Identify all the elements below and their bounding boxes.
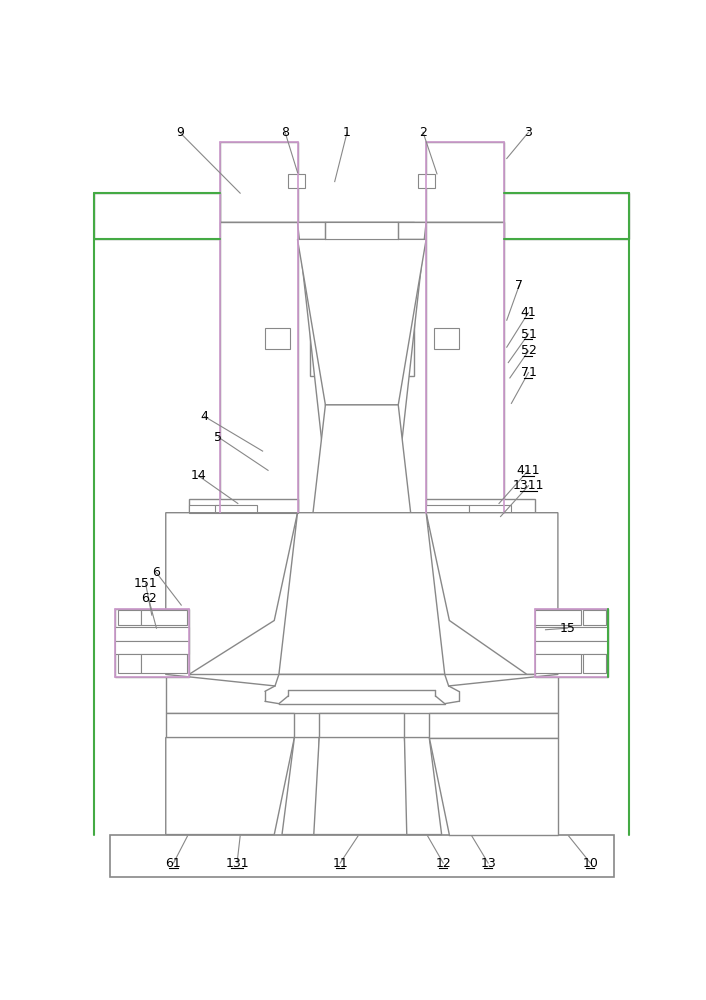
Polygon shape [297, 239, 426, 405]
Text: 4: 4 [201, 410, 208, 423]
Text: 3: 3 [525, 126, 532, 139]
Text: 9: 9 [176, 126, 184, 139]
Bar [534, 609, 609, 677]
Text: 15: 15 [559, 622, 575, 635]
Bar [534, 610, 581, 625]
Polygon shape [279, 513, 445, 674]
Bar [220, 222, 297, 515]
Polygon shape [405, 738, 442, 835]
Bar [534, 627, 609, 641]
Bar [189, 499, 297, 526]
Text: 131: 131 [225, 857, 249, 870]
Polygon shape [313, 738, 410, 835]
Text: 10: 10 [582, 857, 599, 870]
Bar [215, 505, 257, 520]
Bar [265, 328, 289, 349]
Polygon shape [166, 513, 297, 674]
Text: 151: 151 [133, 577, 157, 590]
Text: 13: 13 [480, 857, 496, 870]
Text: 8: 8 [281, 126, 289, 139]
Bar [310, 222, 414, 376]
Text: 5: 5 [215, 431, 222, 444]
Bar [110, 835, 614, 877]
Text: 6: 6 [152, 566, 160, 579]
Bar [319, 713, 405, 738]
Bar [189, 505, 232, 520]
Bar [118, 610, 141, 625]
Bar [582, 610, 606, 625]
Bar [419, 174, 436, 188]
Polygon shape [313, 405, 411, 513]
Text: 11: 11 [333, 857, 348, 870]
Polygon shape [297, 222, 426, 474]
Bar [429, 713, 558, 738]
Bar [220, 142, 297, 222]
Bar [288, 174, 305, 188]
Bar [325, 222, 398, 239]
Polygon shape [429, 738, 558, 835]
Text: 51: 51 [520, 328, 537, 341]
Text: 52: 52 [520, 344, 537, 358]
Bar [426, 499, 534, 526]
Text: 71: 71 [520, 366, 537, 379]
Bar [166, 674, 558, 713]
Bar [534, 654, 581, 673]
Bar [141, 610, 188, 625]
Bar [534, 641, 609, 654]
Text: 12: 12 [436, 857, 451, 870]
Bar [426, 505, 469, 520]
Text: 411: 411 [517, 464, 540, 477]
Bar [115, 627, 189, 641]
Bar [115, 641, 189, 654]
Bar [141, 654, 188, 673]
Bar [118, 654, 141, 673]
Bar [434, 328, 459, 349]
Bar [426, 142, 503, 222]
Text: 7: 7 [515, 279, 523, 292]
Text: 2: 2 [419, 126, 427, 139]
Polygon shape [426, 513, 558, 674]
Bar [95, 193, 220, 239]
Bar [469, 505, 511, 520]
Bar [220, 222, 503, 239]
Text: 61: 61 [166, 857, 181, 870]
Bar [115, 609, 189, 677]
Text: 14: 14 [191, 469, 206, 482]
Bar [166, 713, 294, 738]
Polygon shape [282, 738, 319, 835]
Text: 62: 62 [140, 592, 157, 605]
Text: 1: 1 [343, 126, 351, 139]
Bar [426, 222, 503, 515]
Polygon shape [166, 738, 294, 835]
Text: 41: 41 [520, 306, 537, 319]
Text: 1311: 1311 [513, 479, 544, 492]
Bar [582, 654, 606, 673]
Bar [503, 193, 629, 239]
